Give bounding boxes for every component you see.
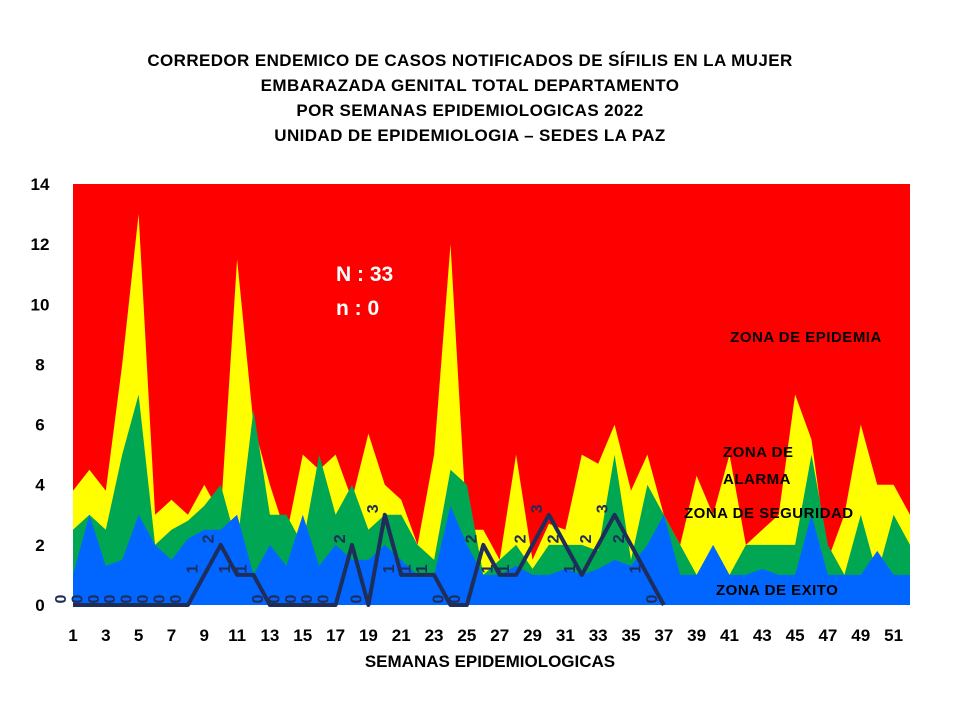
data-point-label: 3 bbox=[595, 504, 612, 513]
x-tick-label: 21 bbox=[392, 626, 411, 645]
data-point-label: 0 bbox=[266, 594, 283, 603]
title-line-4: UNIDAD DE EPIDEMIOLOGIA – SEDES LA PAZ bbox=[274, 126, 666, 145]
x-tick-label: 3 bbox=[101, 626, 110, 645]
zone-label-exito: ZONA DE EXITO bbox=[716, 582, 838, 599]
data-point-label: 1 bbox=[398, 564, 415, 573]
x-tick-label: 45 bbox=[786, 626, 805, 645]
data-point-label: 2 bbox=[201, 534, 218, 543]
data-point-label: 1 bbox=[562, 564, 579, 573]
data-point-label: 0 bbox=[69, 594, 86, 603]
zone-labels: ZONA DE EPIDEMIA ZONA DE ALARMA ZONA DE … bbox=[684, 329, 882, 599]
data-point-label: 1 bbox=[480, 564, 497, 573]
title-line-1: CORREDOR ENDEMICO DE CASOS NOTIFICADOS D… bbox=[147, 51, 793, 70]
y-tick-label: 2 bbox=[35, 536, 44, 555]
y-tick-label: 6 bbox=[35, 416, 44, 435]
data-point-label: 2 bbox=[332, 534, 349, 543]
x-axis-title: SEMANAS EPIDEMIOLOGICAS bbox=[364, 652, 616, 671]
x-axis: 1 3 5 7 9 11 13 15 17 19 21 23 25 27 29 31 33 35 37 39 41 43 4… bbox=[68, 626, 903, 645]
x-tick-label: 1 bbox=[68, 626, 77, 645]
data-point-label: 1 bbox=[496, 564, 513, 573]
zone-area-exito bbox=[73, 505, 910, 605]
data-point-label: 2 bbox=[578, 534, 595, 543]
annotation-current: n : 0 bbox=[336, 297, 379, 320]
y-tick-label: 10 bbox=[31, 295, 50, 314]
x-tick-label: 39 bbox=[687, 626, 706, 645]
data-point-label: 2 bbox=[513, 534, 530, 543]
data-point-label: 0 bbox=[283, 594, 300, 603]
data-point-label: 1 bbox=[234, 564, 251, 573]
data-point-label: 1 bbox=[217, 564, 234, 573]
x-tick-label: 37 bbox=[654, 626, 673, 645]
x-tick-label: 41 bbox=[720, 626, 739, 645]
y-tick-label: 0 bbox=[35, 596, 44, 615]
data-point-label: 0 bbox=[430, 594, 447, 603]
data-point-label: 0 bbox=[299, 594, 316, 603]
data-point-label: 0 bbox=[135, 594, 152, 603]
data-point-label: 3 bbox=[529, 504, 546, 513]
zone-label-epidemia: ZONA DE EPIDEMIA bbox=[730, 329, 882, 346]
data-point-label: 0 bbox=[447, 594, 464, 603]
zone-area-alarma bbox=[73, 214, 910, 605]
x-tick-label: 5 bbox=[134, 626, 143, 645]
x-tick-label: 7 bbox=[167, 626, 176, 645]
x-tick-label: 17 bbox=[326, 626, 345, 645]
x-tick-label: 33 bbox=[589, 626, 608, 645]
data-point-label: 1 bbox=[627, 564, 644, 573]
data-point-label: 0 bbox=[316, 594, 333, 603]
x-tick-label: 27 bbox=[490, 626, 509, 645]
y-tick-label: 4 bbox=[35, 476, 45, 495]
zone-area-seguridad bbox=[73, 394, 910, 605]
x-tick-label: 49 bbox=[851, 626, 870, 645]
data-point-label: 0 bbox=[348, 594, 365, 603]
y-tick-label: 12 bbox=[31, 235, 50, 254]
zone-label-alarma-line2: ALARMA bbox=[723, 471, 791, 488]
data-point-label: 0 bbox=[250, 594, 267, 603]
zone-label-alarma-line1: ZONA DE bbox=[723, 444, 793, 461]
zone-label-seguridad: ZONA DE SEGURIDAD bbox=[684, 505, 854, 522]
data-point-label: 0 bbox=[119, 594, 136, 603]
chart-title: CORREDOR ENDEMICO DE CASOS NOTIFICADOS D… bbox=[0, 48, 940, 148]
x-tick-label: 35 bbox=[622, 626, 641, 645]
x-tick-label: 11 bbox=[228, 626, 246, 645]
zone-areas bbox=[73, 184, 910, 605]
y-axis: 0 2 4 6 8 10 12 14 bbox=[31, 175, 50, 615]
data-point-label: 1 bbox=[381, 564, 398, 573]
x-tick-label: 47 bbox=[818, 626, 837, 645]
data-point-label: 1 bbox=[414, 564, 431, 573]
data-point-label: 2 bbox=[545, 534, 562, 543]
data-point-label: 0 bbox=[86, 594, 103, 603]
x-tick-label: 23 bbox=[425, 626, 444, 645]
cases-series-line bbox=[73, 512, 666, 607]
data-point-label: 0 bbox=[53, 594, 70, 603]
x-tick-label: 43 bbox=[753, 626, 772, 645]
annotations: N : 33 n : 0 bbox=[336, 263, 393, 320]
x-tick-label: 51 bbox=[884, 626, 903, 645]
x-tick-label: 31 bbox=[556, 626, 575, 645]
data-point-label: 0 bbox=[644, 594, 661, 603]
data-point-label: 2 bbox=[611, 534, 628, 543]
data-point-label: 2 bbox=[463, 534, 480, 543]
data-point-label: 0 bbox=[168, 594, 185, 603]
data-point-label: 3 bbox=[365, 504, 382, 513]
annotation-total: N : 33 bbox=[336, 263, 393, 286]
x-tick-label: 9 bbox=[200, 626, 209, 645]
x-tick-label: 19 bbox=[359, 626, 378, 645]
data-point-label: 0 bbox=[102, 594, 119, 603]
x-tick-label: 25 bbox=[457, 626, 476, 645]
x-tick-label: 13 bbox=[260, 626, 279, 645]
data-point-label: 0 bbox=[151, 594, 168, 603]
y-tick-label: 8 bbox=[35, 355, 44, 374]
x-tick-label: 15 bbox=[293, 626, 312, 645]
x-tick-label: 29 bbox=[523, 626, 542, 645]
title-line-2: EMBARAZADA GENITAL TOTAL DEPARTAMENTO bbox=[260, 76, 680, 95]
data-point-label: 1 bbox=[184, 564, 201, 573]
title-line-3: POR SEMANAS EPIDEMIOLOGICAS 2022 bbox=[296, 101, 644, 120]
y-tick-label: 14 bbox=[31, 175, 50, 194]
